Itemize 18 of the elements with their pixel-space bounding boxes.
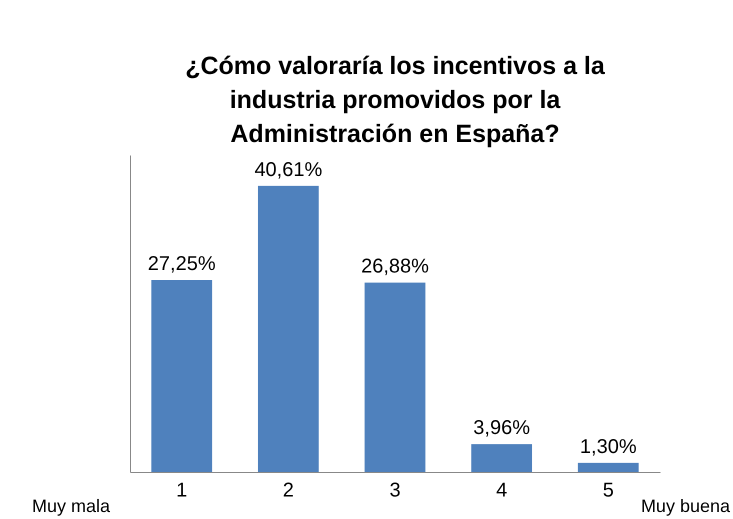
chart-title: ¿Cómo valoraría los incentivos a la industria promovidos por la Administración en España?	[185, 52, 606, 148]
data-label: 1,30%	[580, 436, 637, 458]
bar	[471, 444, 532, 472]
data-label: 40,61%	[254, 158, 322, 181]
data-label: 3,96%	[473, 417, 530, 440]
x-tick-label: 4	[496, 480, 508, 502]
x-tick-label: 5	[602, 480, 614, 502]
bar	[578, 462, 639, 472]
x-tick-label: 1	[176, 480, 188, 502]
text: Muy buena	[640, 496, 731, 516]
data-label: 26,88%	[361, 256, 430, 278]
x-tick-label: 3	[389, 480, 401, 502]
text: Muy mala	[32, 496, 111, 516]
bar	[364, 282, 426, 472]
bar	[151, 280, 212, 472]
x-tick-label: 2	[282, 480, 294, 502]
data-label: 27,25%	[148, 253, 216, 276]
bar	[258, 186, 319, 472]
